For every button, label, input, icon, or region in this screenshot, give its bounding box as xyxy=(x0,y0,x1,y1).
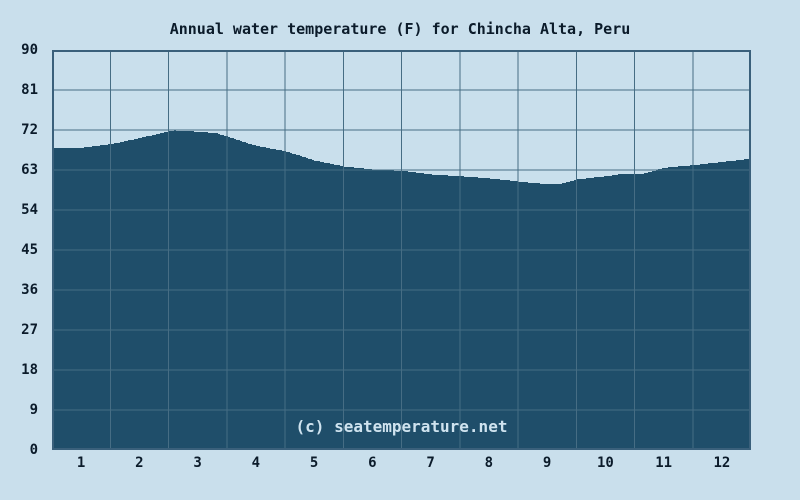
y-tick-label: 36 xyxy=(21,282,38,298)
y-tick-label: 0 xyxy=(29,442,38,458)
temperature-area-chart xyxy=(52,50,751,450)
plot-border xyxy=(52,50,751,450)
y-tick-label: 27 xyxy=(21,322,38,338)
y-tick-label: 18 xyxy=(21,362,38,378)
x-tick-label: 10 xyxy=(596,455,614,471)
x-tick-label: 2 xyxy=(135,455,144,471)
x-tick-label: 1 xyxy=(76,455,86,471)
watermark: (c) seatemperature.net xyxy=(295,417,508,436)
y-tick-label: 54 xyxy=(21,202,38,218)
y-tick-label: 45 xyxy=(21,242,38,258)
y-tick-label: 72 xyxy=(21,122,38,138)
y-tick-label: 81 xyxy=(21,82,38,98)
x-tick-label: 6 xyxy=(368,455,377,471)
x-tick-label: 3 xyxy=(193,455,202,471)
x-tick-label: 8 xyxy=(484,455,494,471)
y-axis-labels: 90 81 72 63 54 45 36 27 18 9 0 xyxy=(0,0,38,500)
x-tick-label: 9 xyxy=(542,455,552,471)
y-tick-label: 9 xyxy=(29,402,38,418)
y-tick-label: 63 xyxy=(21,162,38,178)
x-tick-label: 12 xyxy=(713,455,731,471)
x-tick-label: 4 xyxy=(251,455,261,471)
x-tick-label: 5 xyxy=(309,455,319,471)
chart-title: Annual water temperature (F) for Chincha… xyxy=(169,20,631,38)
x-tick-label: 7 xyxy=(426,455,435,471)
x-tick-label: 11 xyxy=(655,455,673,471)
y-tick-label: 90 xyxy=(21,42,38,58)
